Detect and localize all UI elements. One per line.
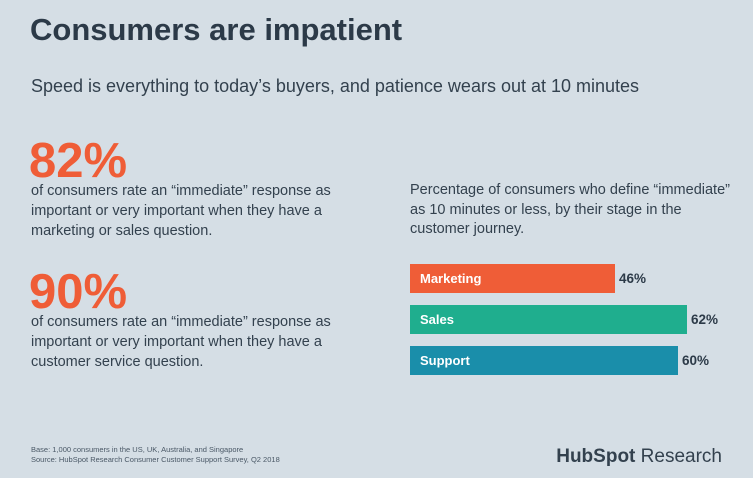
bar-label-sales: Sales: [420, 312, 454, 327]
stat-text-service: of consumers rate an “immediate” respons…: [31, 314, 331, 370]
bar-label-support: Support: [420, 353, 470, 368]
bar-value-sales: 62%: [691, 312, 719, 327]
footnote-source: Source: HubSpot Research Consumer Custom…: [31, 455, 280, 464]
page-subtitle: Speed is everything to today’s buyers, a…: [31, 76, 640, 96]
bar-sales: Sales: [410, 305, 687, 334]
footnote-base: Base: 1,000 consumers in the US, UK, Aus…: [31, 445, 244, 454]
bar-support: Support: [410, 346, 678, 375]
stat-text-marketing: of consumers rate an “immediate” respons…: [31, 183, 331, 239]
brand-name: HubSpot: [556, 446, 636, 467]
bar-value-marketing: 46%: [619, 271, 647, 286]
page-title: Consumers are impatient: [30, 12, 403, 47]
bar-label-marketing: Marketing: [420, 271, 482, 286]
brand-suffix: Research: [635, 446, 722, 467]
bar-value-support: 60%: [682, 353, 710, 368]
hubspot-research-logo: HubSpot Research: [556, 446, 722, 468]
stat-value-marketing: 82%: [29, 134, 128, 188]
bar-marketing: Marketing: [410, 264, 615, 293]
chart-title: Percentage of consumers who define “imme…: [410, 182, 730, 237]
stat-value-service: 90%: [29, 265, 128, 319]
